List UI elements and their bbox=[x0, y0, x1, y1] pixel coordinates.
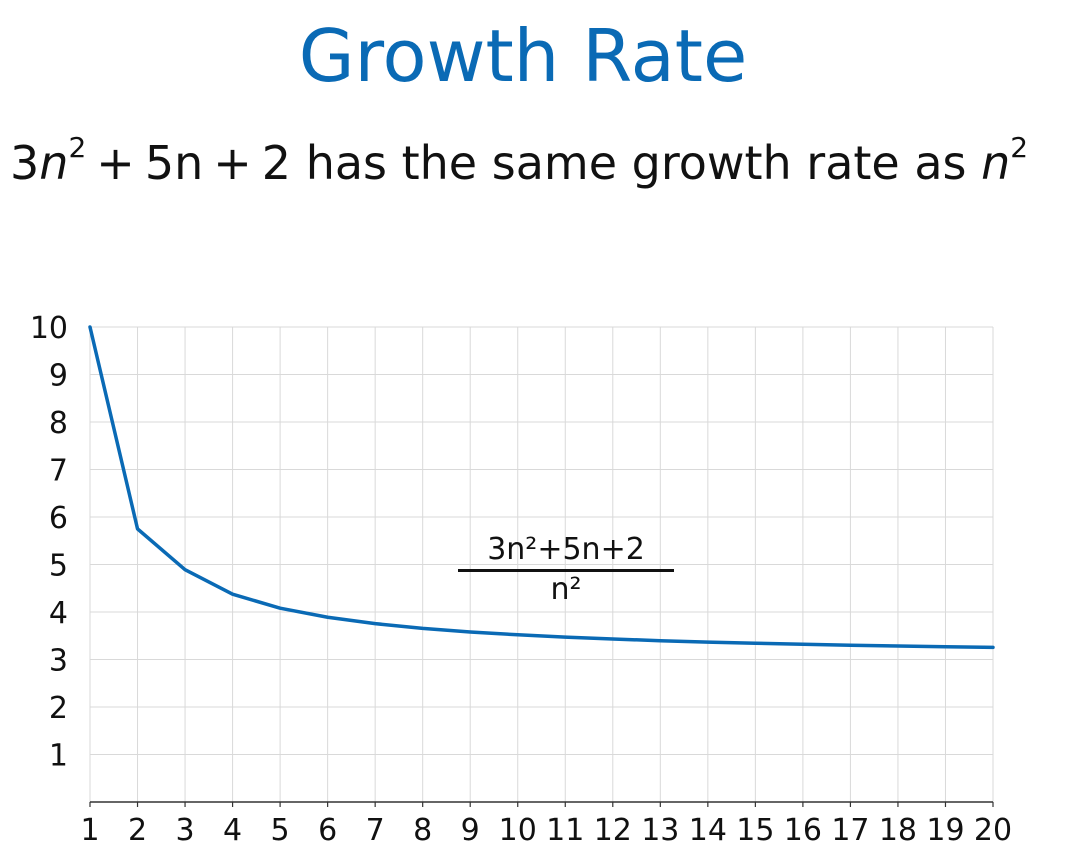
y-tick-label: 2 bbox=[49, 691, 68, 726]
curve-label-denominator: n² bbox=[550, 572, 582, 607]
y-tick-label: 3 bbox=[49, 644, 68, 679]
subtitle-mid-term: 5n bbox=[144, 136, 204, 190]
subtitle-const: 2 bbox=[261, 136, 292, 190]
x-tick-label: 15 bbox=[736, 813, 774, 848]
y-tick-label: 1 bbox=[49, 739, 68, 774]
subtitle-text: has the same growth rate as bbox=[305, 136, 967, 190]
page-title: Growth Rate bbox=[298, 14, 748, 98]
x-tick-label: 1 bbox=[80, 813, 99, 848]
subtitle-exp: 2 bbox=[68, 131, 87, 164]
x-tick-label: 6 bbox=[318, 813, 337, 848]
subtitle-coef: 3 bbox=[10, 136, 40, 190]
curve-label-numerator: 3n²+5n+2 bbox=[458, 532, 674, 572]
y-tick-label: 10 bbox=[30, 311, 68, 346]
x-tick-labels: 1 2 3 4 5 6 7 8 9 10 11 12 13 14 15 16 17 18 19 20 bbox=[80, 813, 1012, 848]
chart-series bbox=[88, 325, 995, 650]
series-line bbox=[88, 325, 995, 650]
x-tick-label: 20 bbox=[974, 813, 1012, 848]
x-tick-label: 13 bbox=[641, 813, 679, 848]
subtitle-plus-2: + bbox=[213, 136, 252, 190]
x-tick-label: 3 bbox=[176, 813, 195, 848]
y-tick-label: 6 bbox=[49, 501, 68, 536]
y-tick-label: 7 bbox=[49, 454, 68, 489]
x-tick-label: 19 bbox=[926, 813, 964, 848]
subtitle-plus-1: + bbox=[96, 136, 135, 190]
x-tick-label: 8 bbox=[413, 813, 432, 848]
x-tick-label: 17 bbox=[831, 813, 869, 848]
subtitle-var: n bbox=[39, 136, 69, 190]
y-tick-label: 5 bbox=[49, 549, 68, 584]
x-tick-label: 11 bbox=[546, 813, 584, 848]
x-tick-label: 16 bbox=[784, 813, 822, 848]
curve-label: 3n²+5n+2 n² bbox=[458, 532, 674, 607]
chart-grid bbox=[89, 326, 994, 803]
x-tick-label: 9 bbox=[461, 813, 480, 848]
subtitle: 3n2 +5n +2 has the same growth rate as n2 bbox=[10, 134, 1028, 191]
x-tick-label: 2 bbox=[128, 813, 147, 848]
x-tick-label: 4 bbox=[223, 813, 242, 848]
subtitle-right-exp: 2 bbox=[1010, 131, 1029, 164]
y-tick-label: 8 bbox=[49, 406, 68, 441]
subtitle-right-var: n bbox=[981, 136, 1011, 190]
x-tick-label: 12 bbox=[594, 813, 632, 848]
y-tick-label: 9 bbox=[49, 359, 68, 394]
chart-axes bbox=[89, 801, 994, 807]
x-tick-label: 14 bbox=[689, 813, 727, 848]
x-tick-label: 5 bbox=[271, 813, 290, 848]
x-tick-label: 7 bbox=[366, 813, 385, 848]
x-tick-label: 18 bbox=[879, 813, 917, 848]
x-tick-label: 10 bbox=[499, 813, 537, 848]
y-tick-label: 4 bbox=[49, 596, 68, 631]
y-tick-labels: 1 2 3 4 5 6 7 8 9 10 bbox=[30, 311, 68, 774]
